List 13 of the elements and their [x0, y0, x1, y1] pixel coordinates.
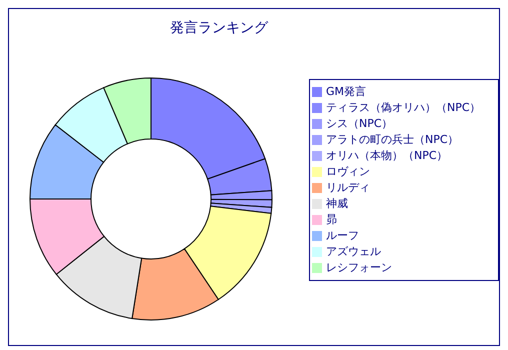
legend-label: リルディ [326, 181, 370, 194]
legend-label: 神威 [326, 197, 348, 210]
legend-label: 昴 [326, 213, 337, 226]
chart-title: 発言ランキング [169, 19, 270, 37]
legend-label: アズウェル [326, 245, 381, 258]
legend-label: ロヴィン [326, 165, 370, 178]
legend-label: オリハ（本物）（NPC） [326, 149, 448, 162]
legend-label: ティラス（偽オリハ）（NPC） [326, 101, 481, 114]
legend-label: シス（NPC） [326, 117, 393, 130]
legend-label: GM発言 [326, 85, 366, 98]
legend-label: レシフォーン [326, 261, 392, 274]
legend-label: アラトの町の兵士（NPC） [326, 133, 459, 146]
legend-label: ルーフ [326, 229, 359, 242]
